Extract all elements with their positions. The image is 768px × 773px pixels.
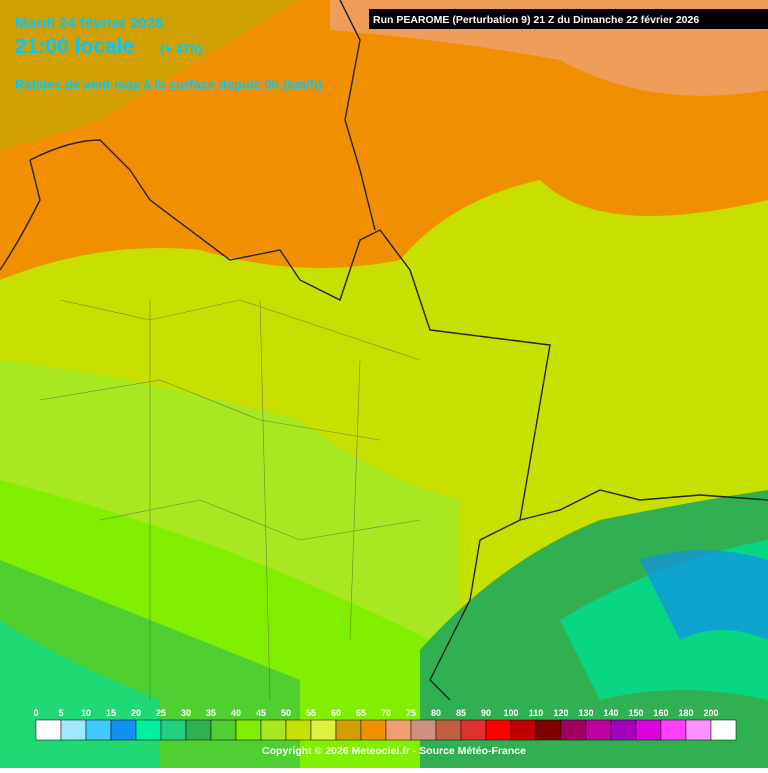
legend-swatch bbox=[35, 719, 62, 741]
legend-swatch bbox=[585, 719, 612, 741]
legend-swatch bbox=[235, 719, 262, 741]
legend-label: 40 bbox=[231, 708, 241, 718]
legend-swatch bbox=[485, 719, 512, 741]
legend-label: 140 bbox=[603, 708, 618, 718]
legend-label: 80 bbox=[431, 708, 441, 718]
legend-swatch bbox=[635, 719, 662, 741]
time: 21:00 locale bbox=[15, 35, 134, 58]
legend-label: 55 bbox=[306, 708, 316, 718]
legend-swatch bbox=[110, 719, 137, 741]
legend-label: 130 bbox=[578, 708, 593, 718]
legend-label: 60 bbox=[331, 708, 341, 718]
subtitle: Rafales de vent max à la surface depuis … bbox=[15, 77, 322, 92]
legend-swatch bbox=[60, 719, 87, 741]
legend-swatch bbox=[160, 719, 187, 741]
legend-label: 120 bbox=[553, 708, 568, 718]
legend-label: 85 bbox=[456, 708, 466, 718]
legend-label: 45 bbox=[256, 708, 266, 718]
legend-label: 0 bbox=[33, 708, 38, 718]
legend-swatch bbox=[260, 719, 287, 741]
legend-label: 15 bbox=[106, 708, 116, 718]
legend-label: 75 bbox=[406, 708, 416, 718]
country-border bbox=[339, 0, 376, 231]
legend-label: 160 bbox=[653, 708, 668, 718]
country-border bbox=[519, 489, 768, 521]
calm-zone bbox=[640, 550, 768, 640]
legend-label: 50 bbox=[281, 708, 291, 718]
legend-swatch bbox=[310, 719, 337, 741]
legend-label: 150 bbox=[628, 708, 643, 718]
offset: (+ 47h) bbox=[160, 41, 202, 56]
legend-label: 10 bbox=[81, 708, 91, 718]
coast bbox=[0, 159, 41, 271]
run-info: Run PEAROME (Perturbation 9) 21 Z du Dim… bbox=[373, 14, 699, 26]
copyright: Copyright © 2026 Meteociel.fr - Source M… bbox=[262, 745, 526, 757]
legend-label: 35 bbox=[206, 708, 216, 718]
legend-label: 5 bbox=[58, 708, 63, 718]
legend-swatch bbox=[535, 719, 562, 741]
legend-swatch bbox=[560, 719, 587, 741]
legend-label: 100 bbox=[503, 708, 518, 718]
legend-label: 200 bbox=[703, 708, 718, 718]
legend-label: 25 bbox=[156, 708, 166, 718]
legend-swatch bbox=[360, 719, 387, 741]
legend-label: 180 bbox=[678, 708, 693, 718]
wind-zone-strong bbox=[0, 0, 768, 280]
legend-label: 65 bbox=[356, 708, 366, 718]
borders bbox=[0, 0, 768, 701]
legend-swatch bbox=[210, 719, 237, 741]
legend-label: 20 bbox=[131, 708, 141, 718]
legend-swatch bbox=[285, 719, 312, 741]
country-border bbox=[29, 139, 551, 701]
legend-swatch bbox=[685, 719, 712, 741]
legend-swatch bbox=[510, 719, 537, 741]
legend-label: 70 bbox=[381, 708, 391, 718]
date: Mardi 24 février 2026 bbox=[15, 15, 163, 32]
legend-swatch bbox=[335, 719, 362, 741]
legend-swatch bbox=[85, 719, 112, 741]
legend-label: 110 bbox=[529, 708, 544, 718]
legend-swatch bbox=[460, 719, 487, 741]
sea-zone bbox=[0, 0, 300, 150]
legend-label: 90 bbox=[481, 708, 491, 718]
legend-swatch bbox=[135, 719, 162, 741]
department-borders bbox=[39, 299, 421, 701]
run-box bbox=[369, 9, 768, 29]
legend-swatch bbox=[710, 719, 737, 741]
legend-swatch bbox=[660, 719, 687, 741]
legend-swatch bbox=[610, 719, 637, 741]
legend-swatch bbox=[410, 719, 437, 741]
legend-swatch bbox=[185, 719, 212, 741]
legend: 0 5 10 15 20 25 30 35 40 45 50 55 60 65 70 75 80 85 90 100 1… bbox=[33, 708, 737, 741]
legend-swatch bbox=[385, 719, 412, 741]
legend-label: 30 bbox=[181, 708, 191, 718]
legend-swatch bbox=[435, 719, 462, 741]
